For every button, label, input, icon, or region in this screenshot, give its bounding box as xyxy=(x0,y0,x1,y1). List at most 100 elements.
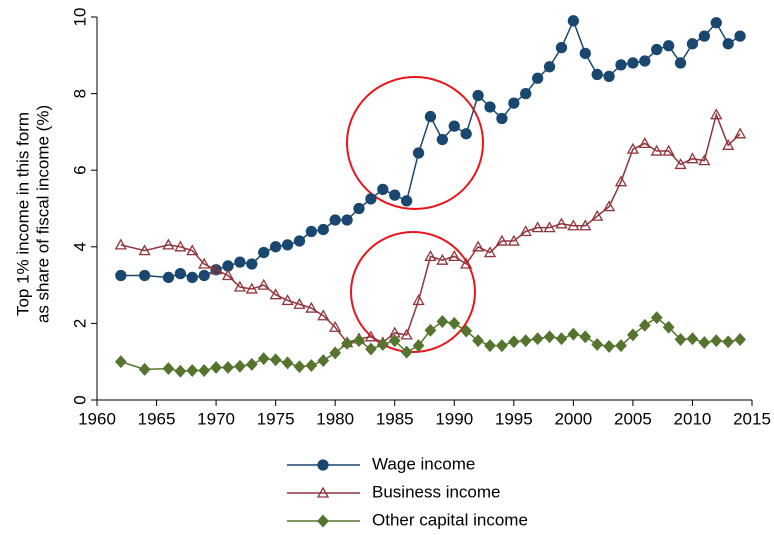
x-tick-label: 1975 xyxy=(257,409,295,428)
point xyxy=(448,250,461,262)
point xyxy=(639,55,651,67)
point xyxy=(424,110,437,123)
point xyxy=(615,59,627,71)
legend-label: Business income xyxy=(372,482,501,501)
point xyxy=(722,335,735,349)
point xyxy=(412,339,425,353)
point xyxy=(281,294,294,306)
point xyxy=(269,288,282,300)
x-tick-label: 2000 xyxy=(554,409,592,428)
point xyxy=(365,342,377,356)
point xyxy=(198,364,211,377)
point xyxy=(698,30,711,42)
point xyxy=(138,269,151,282)
point xyxy=(258,246,270,259)
point xyxy=(698,336,711,350)
point xyxy=(496,339,508,353)
x-tick-label: 1965 xyxy=(138,409,176,428)
point xyxy=(722,138,735,150)
point xyxy=(460,257,473,269)
point xyxy=(448,120,460,132)
point xyxy=(733,127,747,139)
point xyxy=(293,297,306,309)
y-axis-label: as share of fiscal income (%) xyxy=(33,105,52,323)
point xyxy=(662,320,675,334)
point xyxy=(186,271,198,284)
point xyxy=(257,352,270,366)
point xyxy=(520,87,532,100)
point xyxy=(662,40,675,52)
point xyxy=(436,133,449,146)
point xyxy=(293,360,306,374)
point xyxy=(614,175,628,187)
point xyxy=(483,246,497,258)
point xyxy=(222,360,234,374)
point xyxy=(543,221,556,233)
point xyxy=(293,235,306,247)
point xyxy=(734,333,746,346)
point xyxy=(317,223,329,236)
point xyxy=(162,238,175,250)
point xyxy=(531,72,544,84)
point xyxy=(198,257,211,269)
point xyxy=(686,152,699,164)
point xyxy=(602,200,616,212)
x-tick-label: 1995 xyxy=(495,409,533,428)
point xyxy=(460,324,473,338)
point xyxy=(174,267,187,280)
point xyxy=(507,234,520,246)
legend-label: Other capital income xyxy=(372,510,528,529)
point xyxy=(115,269,127,282)
point xyxy=(114,355,127,369)
x-tick-label: 1960 xyxy=(78,409,116,428)
point xyxy=(603,339,615,353)
point xyxy=(507,335,520,349)
point xyxy=(377,183,389,196)
point xyxy=(305,225,318,238)
point xyxy=(674,333,687,346)
point xyxy=(209,263,223,275)
point xyxy=(674,158,687,170)
point xyxy=(412,294,425,306)
point xyxy=(245,282,258,294)
point xyxy=(424,250,437,262)
point xyxy=(472,334,484,348)
point xyxy=(317,459,329,471)
point xyxy=(531,332,544,346)
point xyxy=(389,189,401,201)
point xyxy=(603,70,615,83)
x-tick-label: 2015 xyxy=(733,409,771,428)
point xyxy=(221,269,235,281)
point xyxy=(472,89,484,102)
point xyxy=(710,334,723,348)
point xyxy=(186,364,199,377)
point xyxy=(329,214,341,226)
point xyxy=(674,57,687,69)
point xyxy=(686,332,699,346)
point xyxy=(579,219,592,231)
point xyxy=(448,316,461,330)
y-tick-label: 10 xyxy=(70,8,89,27)
point xyxy=(591,209,604,221)
point xyxy=(591,337,604,351)
point xyxy=(364,330,378,342)
point xyxy=(174,240,187,252)
point xyxy=(436,315,449,328)
x-tick-label: 1980 xyxy=(316,409,354,428)
point xyxy=(353,202,365,215)
point xyxy=(424,323,437,337)
highlight-circle xyxy=(346,76,484,210)
point xyxy=(555,217,568,229)
point xyxy=(317,514,329,528)
legend-label: Wage income xyxy=(372,454,475,473)
point xyxy=(579,47,591,60)
point xyxy=(519,334,532,348)
point xyxy=(329,320,342,332)
point xyxy=(210,360,222,374)
point xyxy=(627,328,639,342)
point xyxy=(508,97,520,109)
point xyxy=(269,241,282,253)
point xyxy=(567,15,580,27)
